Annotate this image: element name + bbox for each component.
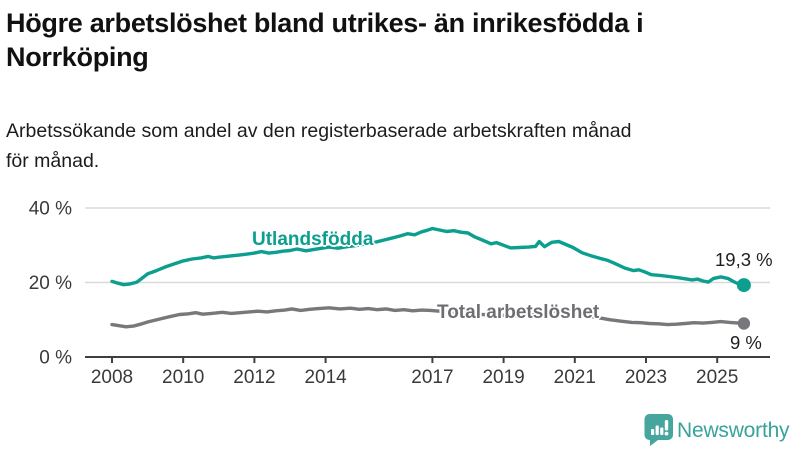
y-tick-label: 20 % — [29, 273, 72, 294]
y-tick-label: 0 % — [39, 348, 72, 369]
logo-exclamation-bar — [664, 420, 669, 431]
x-tick-label: 2014 — [304, 367, 347, 388]
series-end-dot-1 — [736, 278, 751, 293]
series-end-dot-2 — [737, 317, 751, 330]
chart-subtitle: Arbetssökande som andel av den registerb… — [6, 116, 786, 176]
logo-bar-2 — [655, 425, 659, 435]
x-tick-label: 2012 — [233, 367, 275, 388]
chart-subtitle-line1: Arbetssökande som andel av den registerb… — [6, 120, 632, 142]
page-title: Högre arbetslöshet bland utrikes- än inr… — [6, 6, 796, 74]
newsworthy-logo-icon — [644, 414, 673, 446]
x-tick-label: 2017 — [411, 367, 453, 388]
page-title-line2: Norrköping — [6, 42, 149, 72]
brand-name: Newsworthy — [677, 419, 790, 442]
x-tick-label: 2021 — [554, 367, 596, 388]
series-line-2 — [110, 306, 746, 329]
end-value-label-utlandsfodda: 19,3 % — [715, 249, 773, 270]
y-tick-label: 40 % — [29, 199, 72, 220]
page-title-line1: Högre arbetslöshet bland utrikes- än inr… — [6, 8, 644, 38]
x-tick-label: 2023 — [625, 367, 667, 388]
logo-exclamation-dot — [664, 431, 669, 436]
logo-bar-1 — [651, 429, 655, 435]
x-tick-label: 2010 — [162, 367, 204, 388]
series-line-1 — [110, 226, 746, 287]
end-value-label-total: 9 % — [730, 332, 762, 353]
x-tick-label: 2025 — [696, 367, 738, 388]
x-tick-label: 2008 — [91, 367, 133, 388]
x-tick-label: 2019 — [482, 367, 524, 388]
series-label-total-arbetsloshet: Total arbetslöshet — [437, 302, 600, 323]
logo-bar-3 — [660, 427, 664, 435]
series-label-utlandsfodda: Utlandsfödda — [252, 229, 374, 250]
chart-subtitle-line2: för månad. — [6, 150, 100, 172]
